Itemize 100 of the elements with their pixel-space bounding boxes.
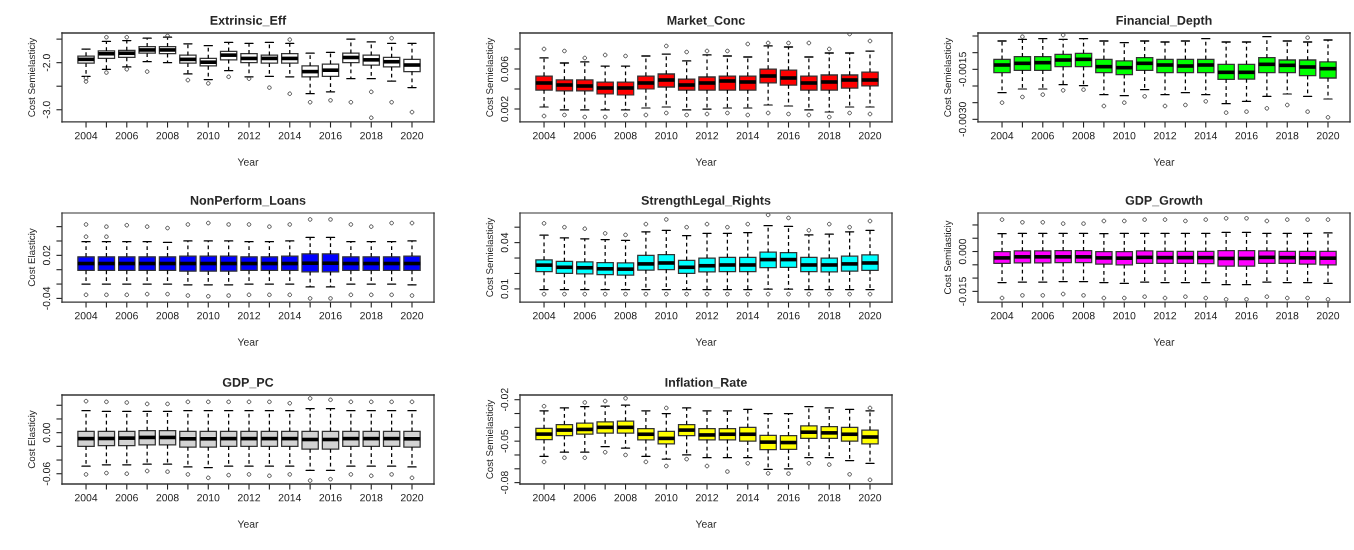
y-tick-label: -3.0 — [42, 101, 51, 119]
x-tick-label: 2012 — [237, 312, 261, 320]
x-tick-label: 2010 — [655, 132, 678, 140]
x-tick-label: 2020 — [858, 312, 882, 320]
x-tick-label: 2010 — [655, 494, 678, 502]
x-axis-title: Year — [695, 158, 717, 166]
x-tick-label: 2018 — [818, 494, 841, 502]
x-tick-label: 2016 — [1235, 132, 1258, 140]
x-tick-label: 2014 — [278, 494, 302, 502]
x-tick-label: 2008 — [156, 132, 179, 140]
x-axis-title: Year — [1153, 158, 1175, 166]
chart-title: Market_Conc — [667, 15, 745, 27]
y-axis-title: Cost Semielasticiy — [485, 217, 496, 297]
y-tick-label: -0.04 — [42, 286, 51, 310]
x-tick-label: 2014 — [1194, 132, 1218, 140]
x-tick-label: 2014 — [736, 132, 760, 140]
x-tick-label: 2008 — [156, 312, 179, 320]
x-tick-label: 2020 — [858, 494, 882, 502]
x-tick-label: 2004 — [990, 132, 1014, 140]
x-tick-label: 2020 — [1316, 132, 1340, 140]
x-tick-label: 2004 — [532, 494, 556, 502]
x-tick-label: 2004 — [532, 312, 556, 320]
x-tick-label: 2006 — [573, 494, 596, 502]
x-tick-label: 2010 — [1113, 132, 1136, 140]
chart-title: GDP_Growth — [1125, 195, 1203, 207]
x-tick-label: 2008 — [614, 494, 637, 502]
x-tick-label: 2006 — [115, 132, 138, 140]
x-tick-label: 2016 — [1235, 312, 1258, 320]
x-tick-label: 2016 — [777, 312, 800, 320]
x-tick-label: 2012 — [1153, 312, 1177, 320]
x-tick-label: 2006 — [1031, 132, 1054, 140]
x-tick-label: 2018 — [360, 132, 383, 140]
x-tick-label: 2014 — [278, 132, 302, 140]
y-axis-title: Cost Semielasticiy — [27, 37, 38, 117]
x-tick-label: 2018 — [1276, 312, 1299, 320]
x-tick-label: 2020 — [1316, 312, 1340, 320]
chart-title: StrengthLegal_Rights — [641, 195, 771, 208]
x-tick-label: 2008 — [614, 132, 637, 140]
x-tick-label: 2012 — [695, 132, 719, 140]
x-tick-label: 2020 — [400, 132, 424, 140]
y-axis-title: Cost Elasticiy — [27, 410, 38, 469]
x-tick-label: 2018 — [360, 312, 383, 320]
y-tick-label: 0.01 — [500, 279, 509, 299]
y-tick-label: -0.05 — [500, 429, 509, 453]
y-axis-title: Cost Elasticiy — [27, 228, 38, 287]
y-axis-title: Cost Semilasticiy — [943, 220, 954, 295]
x-tick-label: 2020 — [400, 494, 424, 502]
y-tick-label: -0.06 — [42, 462, 51, 486]
chart-title: Extrinsic_Eff — [210, 15, 287, 27]
chart-title: GDP_PC — [222, 377, 274, 389]
x-axis-title: Year — [237, 158, 259, 166]
x-tick-label: 2016 — [319, 494, 342, 502]
y-tick-label: 0.02 — [42, 245, 51, 266]
y-tick-label: -0.0015 — [958, 52, 967, 87]
y-axis-title: Cost Semielasticiy — [943, 37, 954, 117]
x-tick-label: 2010 — [197, 312, 220, 320]
x-tick-label: 2016 — [777, 494, 800, 502]
x-tick-label: 2018 — [818, 132, 841, 140]
x-tick-label: 2018 — [818, 312, 841, 320]
x-tick-label: 2010 — [1113, 312, 1136, 320]
x-tick-label: 2012 — [237, 494, 261, 502]
x-tick-label: 2004 — [532, 132, 556, 140]
x-tick-label: 2008 — [614, 312, 637, 320]
x-tick-label: 2014 — [278, 312, 302, 320]
x-axis-title: Year — [237, 520, 259, 528]
x-tick-label: 2018 — [360, 494, 383, 502]
x-tick-label: 2012 — [237, 132, 261, 140]
x-tick-label: 2012 — [695, 312, 719, 320]
y-axis-title: Cost Semielasticiy — [485, 399, 496, 479]
chart-title: NonPerform_Loans — [190, 195, 306, 207]
y-tick-label: 0.04 — [500, 232, 509, 253]
x-tick-label: 2020 — [858, 132, 882, 140]
x-tick-label: 2012 — [695, 494, 719, 502]
x-tick-label: 2016 — [319, 312, 342, 320]
x-tick-label: 2006 — [1031, 312, 1054, 320]
y-tick-label: -0.0030 — [958, 102, 967, 137]
x-tick-label: 2008 — [1072, 132, 1095, 140]
x-axis-title: Year — [1153, 338, 1175, 346]
x-tick-label: 2020 — [400, 312, 424, 320]
y-tick-label: 0.006 — [500, 56, 509, 82]
x-tick-label: 2010 — [197, 132, 220, 140]
x-tick-label: 2004 — [74, 132, 98, 140]
x-axis-title: Year — [237, 338, 259, 346]
x-tick-label: 2014 — [736, 494, 760, 502]
x-tick-label: 2004 — [990, 312, 1014, 320]
x-tick-label: 2012 — [1153, 132, 1177, 140]
x-tick-label: 2018 — [1276, 132, 1299, 140]
x-tick-label: 2016 — [319, 132, 342, 140]
x-tick-label: 2014 — [1194, 312, 1218, 320]
y-tick-label: -0.015 — [958, 277, 967, 306]
x-axis-title: Year — [695, 338, 717, 346]
y-tick-label: -0.08 — [500, 471, 509, 495]
x-axis-title: Year — [695, 520, 717, 528]
x-tick-label: 2004 — [74, 312, 98, 320]
x-tick-label: 2006 — [573, 132, 596, 140]
x-tick-label: 2006 — [573, 312, 596, 320]
x-tick-label: 2010 — [655, 312, 678, 320]
y-tick-label: 0.000 — [958, 238, 967, 265]
x-tick-label: 2008 — [1072, 312, 1095, 320]
x-tick-label: 2010 — [197, 494, 220, 502]
